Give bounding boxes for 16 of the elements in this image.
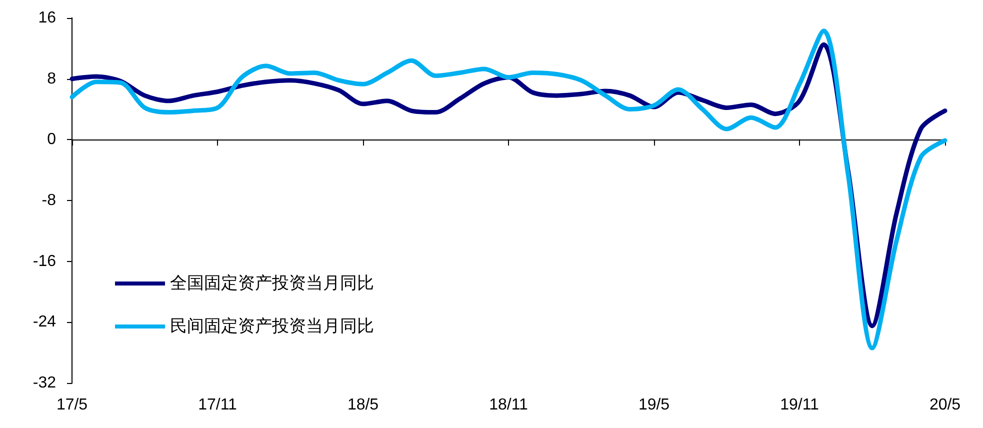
x-tick-label: 18/11 <box>489 396 528 414</box>
x-tick-label: 19/5 <box>638 396 670 414</box>
y-tick-label: -8 <box>42 192 56 209</box>
y-tick-label: -24 <box>32 314 56 331</box>
legend-label: 民间固定资产投资当月同比 <box>170 316 374 336</box>
y-tick-label: 0 <box>47 131 56 148</box>
x-tick-label: 17/5 <box>56 396 88 414</box>
y-tick-label: -16 <box>32 252 56 270</box>
x-tick-label: 18/5 <box>347 396 379 414</box>
legend-label: 全国固定资产投资当月同比 <box>170 274 374 294</box>
y-tick-label: 8 <box>47 70 56 88</box>
x-tick-label: 19/11 <box>780 396 820 414</box>
y-tick-label: 16 <box>38 10 56 26</box>
y-tick-label: -32 <box>32 374 56 392</box>
x-tick-label: 20/5 <box>929 396 961 414</box>
x-tick-label: 17/11 <box>198 396 238 414</box>
